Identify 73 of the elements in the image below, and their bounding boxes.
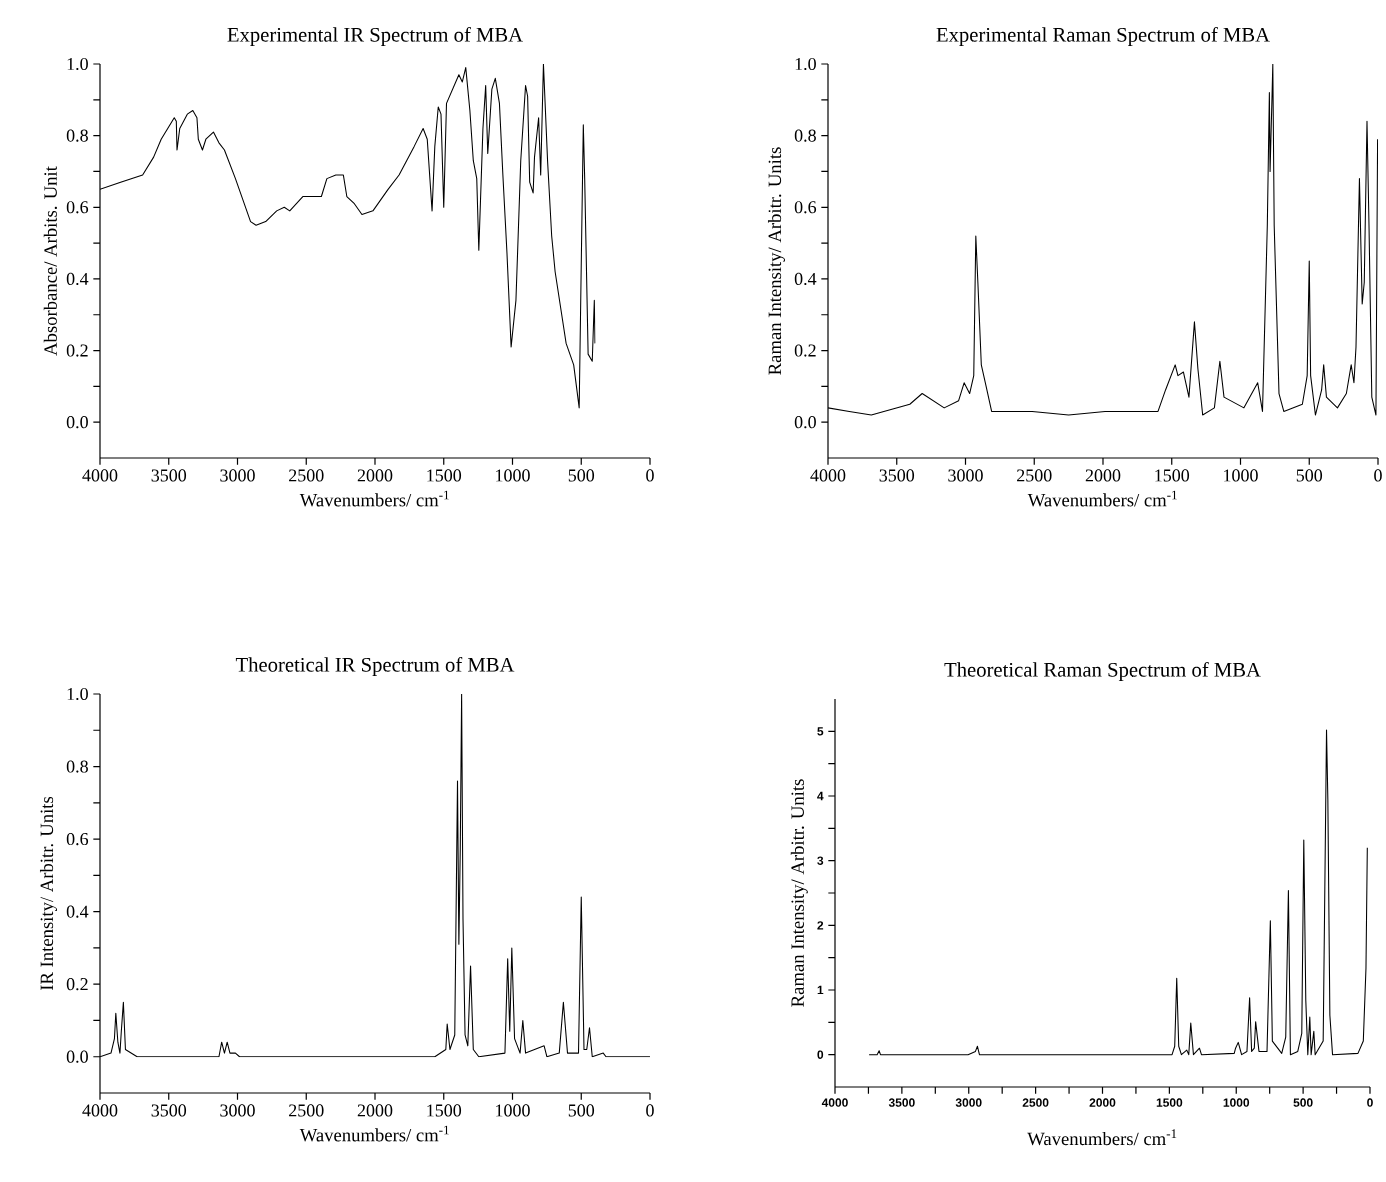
y-tick-label: 0.6 [66, 832, 89, 846]
x-tick-label: 1500 [427, 469, 462, 482]
x-tick-label: 500 [1296, 469, 1323, 482]
x-tick-label: 2000 [357, 1104, 393, 1117]
y-tick-label: 1 [817, 985, 824, 995]
x-tick-label: 2500 [289, 1104, 324, 1117]
x-tick-label: 0 [646, 1104, 654, 1117]
x-axis-title: Wavenumbers/ cm$^{-1}$ [1027, 1129, 1177, 1146]
x-tick-label: 4000 [810, 469, 846, 482]
y-tick-label: 0.4 [66, 905, 89, 918]
x-tick-label: 500 [1293, 1098, 1313, 1107]
y-tick-label: 0.2 [66, 344, 88, 357]
chart-title: Experimental IR Spectrum of MBA [227, 27, 523, 46]
y-tick-label: 0.4 [794, 272, 817, 286]
y-tick-label: 2 [817, 921, 824, 930]
x-tick-label: 3500 [879, 469, 915, 482]
y-tick-label: 0.8 [794, 129, 816, 142]
chart-title: Theoretical IR Spectrum of MBA [235, 657, 515, 676]
x-tick-label: 4000 [821, 1098, 848, 1107]
x-tick-label: 0 [1367, 1098, 1373, 1107]
x-tick-label: 0 [1374, 469, 1382, 482]
x-tick-label: 3500 [888, 1098, 915, 1107]
x-tick-label: 3000 [948, 469, 983, 482]
y-tick-label: 0.2 [794, 344, 816, 357]
x-axis-title: Wavenumbers/ cm$^{-1}$ [1027, 490, 1177, 507]
y-tick-label: 0.2 [66, 978, 88, 991]
x-tick-label: 2000 [1089, 1098, 1116, 1107]
y-tick-label: 1.0 [67, 57, 88, 71]
x-tick-label: 2500 [289, 469, 324, 482]
x-tick-label: 3000 [220, 469, 255, 482]
chart-title: Theoretical Raman Spectrum of MBA [944, 662, 1261, 681]
x-tick-label: 4000 [82, 1104, 118, 1117]
x-tick-label: 3500 [151, 469, 187, 482]
x-tick-label: 1000 [496, 1104, 530, 1117]
chart-title: Experimental Raman Spectrum of MBA [936, 27, 1270, 46]
y-axis-title: Raman Intensity/ Arbitr. Units [767, 147, 785, 375]
y-tick-label: 0.6 [66, 201, 89, 214]
x-tick-label: 2500 [1022, 1098, 1049, 1107]
x-tick-label: 3000 [220, 1104, 255, 1117]
x-tick-label: 1500 [1155, 469, 1190, 482]
y-tick-label: 0.8 [66, 129, 88, 142]
y-axis-title: Raman Intensity/ Arbitr. Units [790, 779, 808, 1007]
x-axis-title: Wavenumbers/ cm$^{-1}$ [299, 490, 449, 507]
y-tick-label: 1.0 [67, 687, 88, 701]
y-tick-label: 4 [817, 791, 824, 801]
y-tick-label: 0.8 [66, 760, 88, 773]
y-tick-label: 0.0 [794, 416, 816, 429]
y-tick-label: 5 [817, 727, 824, 736]
x-tick-label: 1500 [427, 1104, 462, 1117]
y-tick-label: 3 [817, 856, 824, 865]
line-series [868, 729, 1368, 1056]
x-tick-label: 3000 [955, 1098, 982, 1107]
y-axis-title: IR Intensity/ Arbitr. Units [39, 796, 57, 991]
x-tick-label: 0 [646, 469, 654, 482]
x-tick-label: 4000 [82, 469, 118, 482]
x-tick-label: 1000 [496, 469, 530, 482]
x-tick-label: 500 [568, 1104, 595, 1117]
y-tick-label: 0.6 [794, 201, 817, 214]
x-tick-label: 2000 [357, 469, 393, 482]
y-tick-label: 0 [817, 1050, 824, 1059]
x-tick-label: 500 [568, 469, 595, 482]
x-tick-label: 1000 [1223, 1098, 1250, 1107]
y-axis-title: Absorbance/ Arbits. Unit [43, 166, 57, 356]
x-tick-label: 1500 [1156, 1098, 1183, 1107]
y-tick-label: 0.4 [66, 272, 89, 286]
y-tick-label: 0.0 [66, 416, 88, 429]
x-tick-label: 2500 [1017, 469, 1052, 482]
y-tick-label: 1.0 [795, 57, 816, 71]
x-axis-title: Wavenumbers/ cm$^{-1}$ [299, 1125, 449, 1142]
y-tick-label: 0.0 [66, 1050, 88, 1063]
x-tick-label: 1000 [1224, 469, 1258, 482]
x-tick-label: 2000 [1085, 469, 1121, 482]
x-tick-label: 3500 [151, 1104, 187, 1117]
